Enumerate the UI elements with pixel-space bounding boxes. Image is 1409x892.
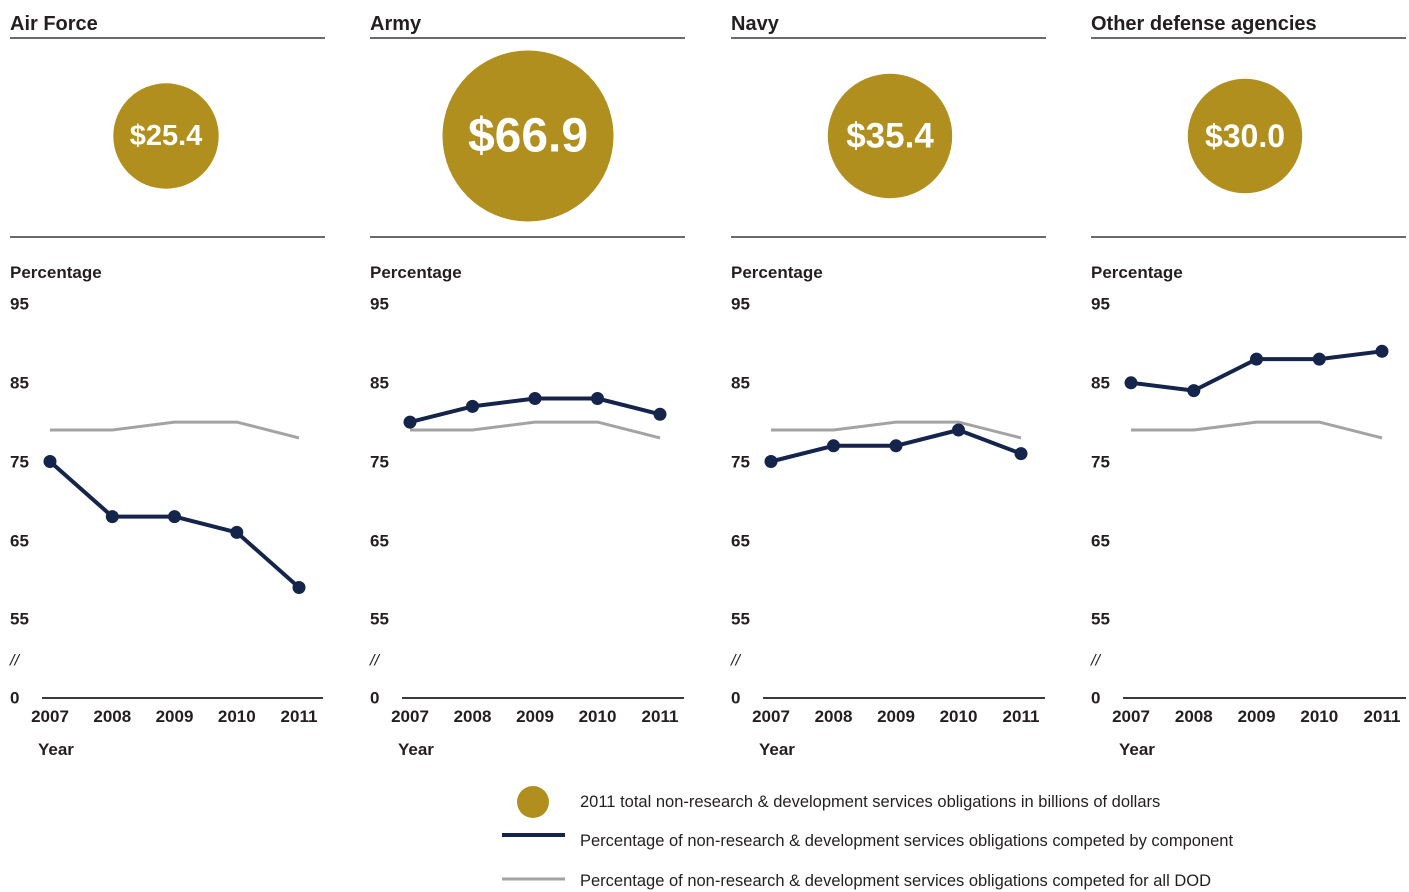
y-axis-label: Percentage — [731, 263, 823, 282]
x-tick-label: 2008 — [454, 707, 492, 726]
x-axis-label: Year — [38, 740, 74, 759]
y-tick-label: 55 — [1091, 610, 1110, 629]
y-tick-label: 0 — [731, 689, 740, 708]
y-tick-label: 65 — [370, 532, 389, 551]
x-tick-label: 2009 — [1238, 707, 1276, 726]
panel-title: Air Force — [10, 13, 98, 35]
x-tick-label: 2007 — [31, 707, 69, 726]
legend-bubble-swatch — [517, 786, 549, 818]
y-tick-label: 85 — [370, 374, 389, 393]
x-axis-label: Year — [1119, 740, 1155, 759]
y-tick-label: 65 — [731, 532, 750, 551]
data-point-component — [1124, 376, 1138, 390]
data-point-component — [292, 581, 306, 594]
axis-break-mark: // — [9, 653, 20, 670]
data-point-component — [43, 455, 57, 468]
series-line-dod — [50, 420, 300, 440]
x-tick-label: 2011 — [642, 707, 679, 726]
axis-break-mark: // — [730, 653, 741, 670]
y-tick-label: 0 — [10, 689, 19, 708]
x-axis-label: Year — [759, 740, 795, 759]
y-tick-label: 65 — [1091, 532, 1110, 551]
data-point-component — [889, 439, 903, 453]
x-tick-label: 2009 — [516, 707, 554, 726]
y-tick-label: 55 — [731, 610, 750, 629]
obligation-value-label: $35.4 — [846, 117, 934, 156]
obligation-bubble — [827, 73, 953, 199]
data-point-component — [1250, 352, 1263, 366]
y-tick-label: 85 — [10, 374, 29, 393]
series-line-dod — [1131, 420, 1383, 440]
x-tick-label: 2007 — [1112, 707, 1150, 726]
y-tick-label: 0 — [1091, 689, 1100, 708]
y-tick-label: 75 — [731, 453, 750, 472]
panel-title: Navy — [731, 13, 780, 35]
series-line-component — [48, 460, 301, 589]
panel-title: Army — [370, 13, 422, 35]
x-tick-label: 2011 — [1003, 707, 1040, 726]
obligation-value-label: $30.0 — [1205, 118, 1285, 154]
obligation-value-label: $25.4 — [130, 120, 203, 152]
x-tick-label: 2007 — [391, 707, 429, 726]
data-point-component — [466, 399, 479, 413]
y-tick-label: 95 — [10, 295, 29, 314]
x-tick-label: 2009 — [877, 707, 915, 726]
obligation-bubble — [442, 50, 614, 222]
data-point-component — [1375, 344, 1389, 358]
obligation-bubble — [1187, 78, 1303, 194]
x-tick-label: 2008 — [1175, 707, 1213, 726]
x-tick-label: 2010 — [1300, 707, 1338, 726]
x-tick-label: 2010 — [579, 707, 617, 726]
x-tick-label: 2011 — [281, 707, 318, 726]
data-point-component — [1014, 447, 1028, 461]
data-point-component — [1187, 384, 1201, 398]
obligation-bubble — [113, 83, 219, 189]
y-tick-label: 55 — [10, 610, 29, 629]
data-point-component — [591, 392, 604, 405]
panel-title: Other defense agencies — [1091, 13, 1317, 35]
data-point-component — [230, 525, 244, 539]
data-point-component — [1312, 352, 1326, 366]
y-tick-label: 95 — [370, 295, 389, 314]
data-point-component — [403, 415, 417, 429]
series-line-dod — [410, 420, 661, 440]
x-tick-label: 2011 — [1364, 707, 1401, 726]
y-axis-label: Percentage — [10, 263, 102, 282]
y-tick-label: 85 — [1091, 374, 1110, 393]
data-point-component — [105, 510, 119, 524]
x-tick-label: 2009 — [156, 707, 194, 726]
legend-label: Percentage of non-research & development… — [580, 832, 1233, 850]
y-tick-label: 75 — [10, 453, 29, 472]
data-point-component — [168, 510, 181, 524]
y-tick-label: 75 — [370, 453, 389, 472]
axis-break-mark: // — [369, 653, 380, 670]
legend-label: Percentage of non-research & development… — [580, 872, 1211, 890]
y-tick-label: 65 — [10, 532, 29, 551]
data-point-component — [952, 423, 965, 437]
y-axis-label: Percentage — [370, 263, 462, 282]
y-axis-label: Percentage — [1091, 263, 1183, 282]
axis-break-mark: // — [1090, 653, 1101, 670]
x-tick-label: 2010 — [940, 707, 978, 726]
x-tick-label: 2007 — [752, 707, 790, 726]
data-point-component — [764, 455, 778, 468]
y-tick-label: 95 — [731, 295, 750, 314]
x-tick-label: 2008 — [93, 707, 131, 726]
data-point-component — [528, 392, 542, 405]
data-point-component — [653, 407, 667, 421]
series-line-dod — [771, 420, 1022, 440]
x-tick-label: 2010 — [218, 707, 256, 726]
y-tick-label: 75 — [1091, 453, 1110, 472]
data-point-component — [827, 439, 840, 453]
y-tick-label: 95 — [1091, 295, 1110, 314]
x-tick-label: 2008 — [815, 707, 853, 726]
x-axis-label: Year — [398, 740, 434, 759]
y-tick-label: 55 — [370, 610, 389, 629]
obligation-value-label: $66.9 — [468, 110, 588, 163]
legend-label: 2011 total non-research & development se… — [580, 793, 1160, 811]
y-tick-label: 0 — [370, 689, 379, 708]
y-tick-label: 85 — [731, 374, 750, 393]
